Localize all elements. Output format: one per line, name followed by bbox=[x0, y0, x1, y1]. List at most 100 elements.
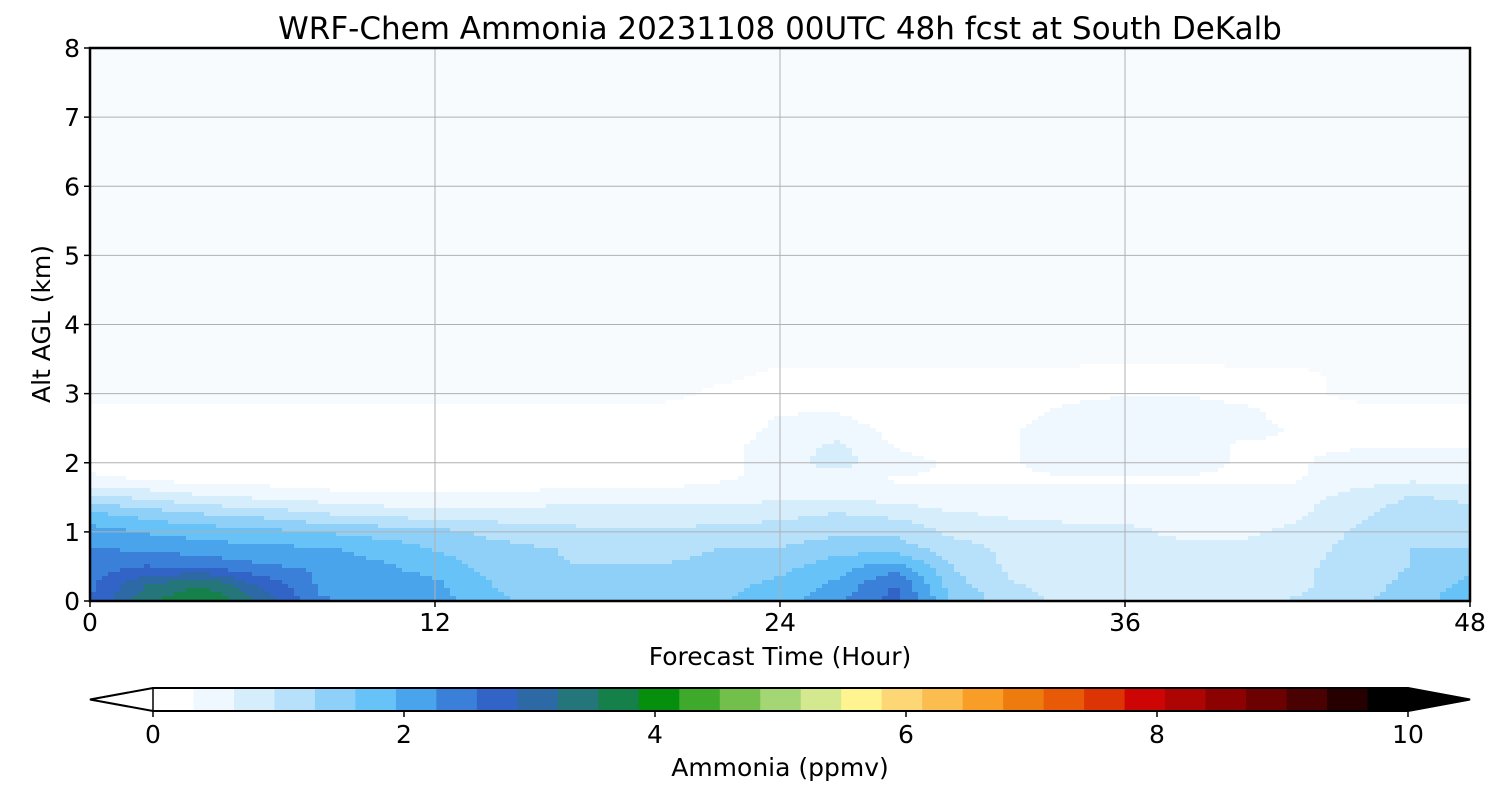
contour-cell bbox=[708, 420, 715, 425]
contour-cell bbox=[906, 408, 913, 413]
contour-cell bbox=[966, 456, 973, 461]
contour-cell bbox=[1212, 424, 1219, 429]
contour-cell bbox=[744, 380, 751, 385]
contour-cell bbox=[798, 420, 805, 425]
contour-cell bbox=[186, 448, 193, 453]
contour-cell bbox=[1056, 436, 1063, 441]
contour-cell bbox=[240, 472, 247, 477]
contour-cell bbox=[1110, 452, 1117, 457]
contour-cell bbox=[876, 408, 883, 413]
contour-cell bbox=[90, 472, 97, 477]
contour-cell bbox=[1464, 420, 1470, 425]
contour-cell bbox=[552, 468, 559, 473]
contour-cell bbox=[768, 368, 775, 373]
contour-cell bbox=[846, 436, 853, 441]
contour-cell bbox=[624, 408, 631, 413]
contour-cell bbox=[894, 428, 901, 433]
contour-cell bbox=[750, 412, 757, 417]
contour-cell bbox=[354, 428, 361, 433]
contour-cell bbox=[1416, 404, 1423, 409]
contour-cell bbox=[1038, 372, 1045, 377]
contour-cell bbox=[1326, 440, 1333, 445]
contour-cell bbox=[444, 432, 451, 437]
contour-cell bbox=[744, 468, 751, 473]
contour-cell bbox=[774, 388, 781, 393]
contour-cell bbox=[852, 464, 859, 469]
contour-cell bbox=[1062, 372, 1069, 377]
contour-cell bbox=[1002, 376, 1009, 381]
contour-cell bbox=[744, 400, 751, 405]
contour-cell bbox=[1044, 384, 1051, 389]
contour-cell bbox=[162, 464, 169, 469]
contour-cell bbox=[258, 412, 265, 417]
contour-cell bbox=[870, 428, 877, 433]
contour-cell bbox=[948, 400, 955, 405]
contour-cell bbox=[1296, 444, 1303, 449]
contour-cell bbox=[966, 400, 973, 405]
contour-cell bbox=[174, 436, 181, 441]
contour-cell bbox=[1296, 440, 1303, 445]
contour-cell bbox=[324, 444, 331, 449]
contour-cell bbox=[948, 372, 955, 377]
contour-cell bbox=[108, 468, 115, 473]
contour-cell bbox=[276, 464, 283, 469]
contour-cell bbox=[186, 464, 193, 469]
contour-cell bbox=[1236, 436, 1243, 441]
contour-cell bbox=[1146, 452, 1153, 457]
contour-cell bbox=[1236, 464, 1243, 469]
contour-cell bbox=[1278, 408, 1285, 413]
contour-cell bbox=[1236, 404, 1243, 409]
contour-cell bbox=[192, 440, 199, 445]
contour-cell bbox=[912, 456, 919, 461]
contour-cell bbox=[630, 424, 637, 429]
contour-cell bbox=[168, 444, 175, 449]
contour-cell bbox=[360, 424, 367, 429]
contour-cell bbox=[1254, 388, 1261, 393]
contour-cell bbox=[600, 440, 607, 445]
contour-cell bbox=[906, 440, 913, 445]
contour-cell bbox=[540, 404, 547, 409]
contour-cell bbox=[174, 472, 181, 477]
contour-cell bbox=[414, 452, 421, 457]
contour-cell bbox=[1158, 388, 1165, 393]
contour-cell bbox=[1362, 452, 1369, 457]
contour-cell bbox=[150, 444, 157, 449]
contour-cell bbox=[894, 372, 901, 377]
contour-cell bbox=[444, 456, 451, 461]
contour-cell bbox=[1032, 444, 1039, 449]
contour-cell bbox=[1110, 416, 1117, 421]
contour-cell bbox=[930, 448, 937, 453]
contour-cell bbox=[564, 468, 571, 473]
contour-cell bbox=[1218, 464, 1225, 469]
contour-cell bbox=[522, 404, 529, 409]
contour-cell bbox=[258, 456, 265, 461]
contour-cell bbox=[360, 436, 367, 441]
contour-cell bbox=[888, 400, 895, 405]
contour-cell bbox=[696, 392, 703, 397]
contour-cell bbox=[1296, 376, 1303, 381]
contour-cell bbox=[1164, 380, 1171, 385]
contour-cell bbox=[1410, 436, 1417, 441]
contour-cell bbox=[342, 408, 349, 413]
contour-cell bbox=[228, 428, 235, 433]
contour-cell bbox=[576, 432, 583, 437]
contour-cell bbox=[270, 416, 277, 421]
contour-cell bbox=[1080, 364, 1087, 369]
contour-cell bbox=[918, 464, 925, 469]
contour-cell bbox=[1272, 452, 1279, 457]
contour-cell bbox=[1326, 396, 1333, 401]
contour-cell bbox=[1212, 408, 1219, 413]
contour-cell bbox=[714, 404, 721, 409]
contour-cell bbox=[774, 440, 781, 445]
contour-cell bbox=[666, 428, 673, 433]
contour-cell bbox=[1362, 448, 1369, 453]
contour-cell bbox=[1320, 444, 1327, 449]
contour-cell bbox=[654, 432, 661, 437]
contour-cell bbox=[360, 416, 367, 421]
contour-cell bbox=[1212, 432, 1219, 437]
contour-cell bbox=[936, 408, 943, 413]
contour-cell bbox=[972, 380, 979, 385]
contour-cell bbox=[462, 424, 469, 429]
contour-cell bbox=[1410, 444, 1417, 449]
contour-cell bbox=[930, 388, 937, 393]
